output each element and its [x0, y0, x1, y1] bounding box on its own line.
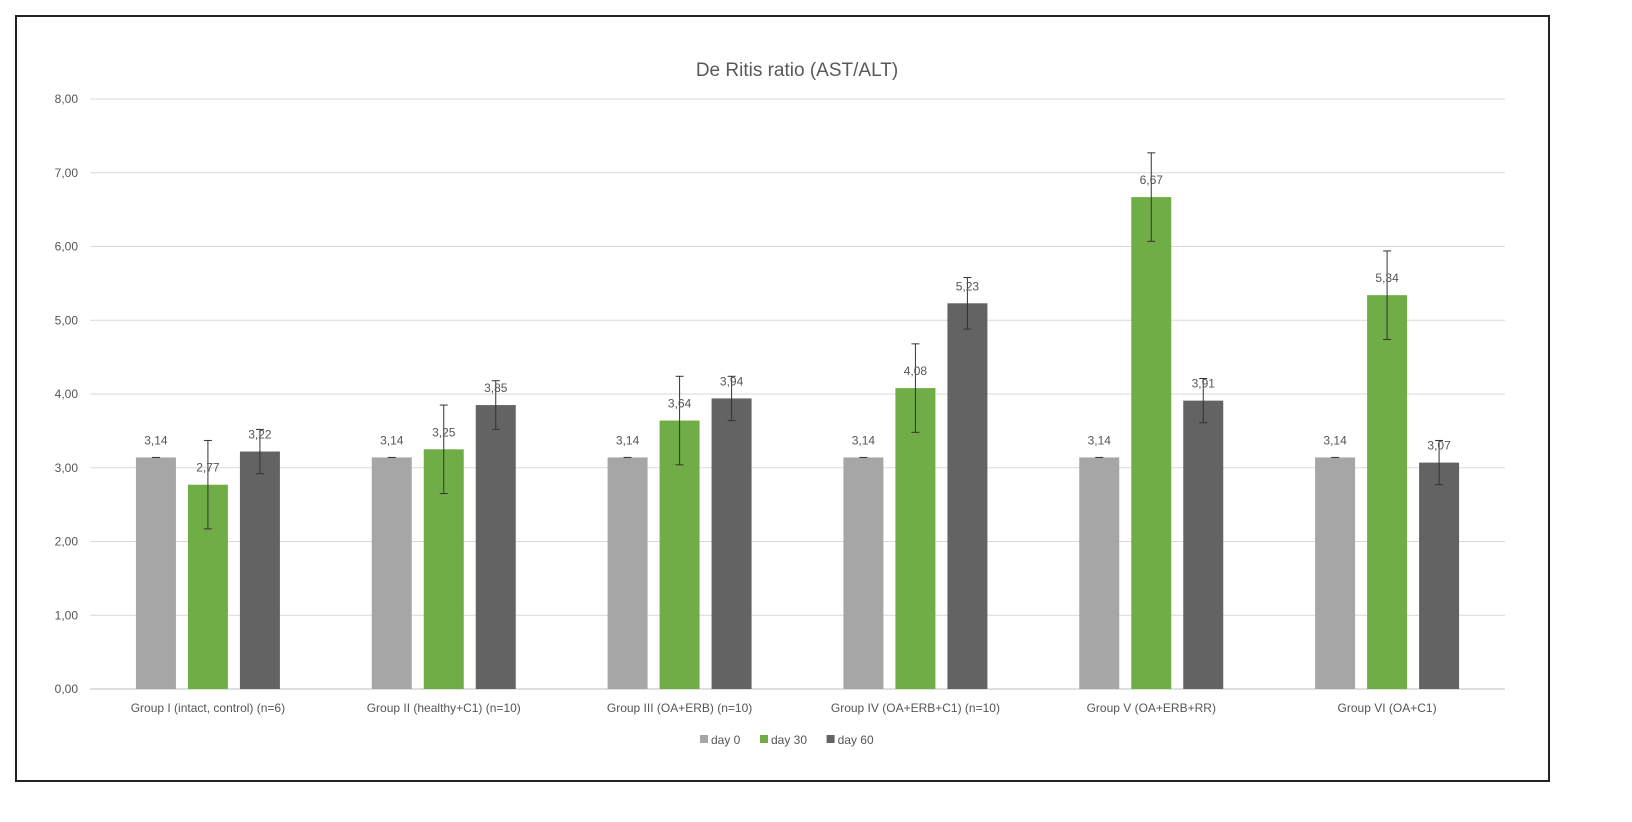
data-label: 3,14: [1088, 433, 1112, 447]
bar-day-60: [475, 405, 516, 689]
x-tick-label: Group IV (OA+ERB+C1) (n=10): [831, 701, 1000, 715]
bar-day-0: [371, 457, 412, 689]
legend-label: day 0: [711, 733, 741, 747]
data-label: 3,22: [248, 428, 272, 442]
legend-swatch: [760, 735, 768, 743]
data-label: 3,14: [144, 433, 168, 447]
y-tick-label: 6,00: [55, 240, 79, 254]
x-tick-label: Group VI (OA+C1): [1338, 701, 1437, 715]
y-tick-label: 0,00: [55, 682, 79, 696]
data-label: 3,25: [432, 425, 456, 439]
bar-day-60: [711, 398, 752, 689]
bar-day-0: [135, 457, 176, 689]
bar-day-0: [607, 457, 648, 689]
chart-title: De Ritis ratio (AST/ALT): [696, 60, 898, 81]
y-tick-label: 1,00: [55, 608, 79, 622]
data-label: 3,14: [1323, 433, 1347, 447]
bar-day-30: [895, 388, 936, 689]
data-label: 5,34: [1375, 271, 1399, 285]
legend-label: day 30: [771, 733, 807, 747]
data-label: 4,08: [904, 364, 928, 378]
data-label: 3,64: [668, 397, 692, 411]
legend-swatch: [700, 735, 708, 743]
legend-swatch: [826, 735, 835, 743]
bar-day-60: [1419, 462, 1460, 689]
data-label: 3,14: [380, 433, 404, 447]
bar-day-60: [1183, 400, 1224, 689]
y-tick-label: 2,00: [55, 535, 79, 549]
legend-label: day 60: [838, 733, 874, 747]
x-tick-label: Group III (OA+ERB) (n=10): [607, 701, 752, 715]
data-label: 3,94: [720, 374, 744, 388]
data-label: 6,67: [1140, 173, 1164, 187]
bar-day-0: [843, 457, 884, 689]
y-tick-label: 4,00: [55, 387, 79, 401]
bar-day-30: [1131, 197, 1172, 689]
bar-day-30: [1367, 295, 1408, 689]
data-label: 3,14: [616, 433, 640, 447]
bar-day-0: [1315, 457, 1356, 689]
bar-day-60: [239, 451, 280, 689]
data-label: 3,85: [484, 381, 508, 395]
y-tick-label: 5,00: [55, 313, 79, 327]
data-label: 5,23: [956, 279, 980, 293]
y-tick-label: 7,00: [55, 166, 79, 180]
data-label: 3,07: [1427, 439, 1451, 453]
data-label: 3,14: [852, 433, 876, 447]
y-tick-label: 8,00: [55, 92, 79, 106]
y-tick-label: 3,00: [55, 461, 79, 475]
x-tick-label: Group II (healthy+C1) (n=10): [367, 701, 521, 715]
data-label: 3,91: [1192, 377, 1216, 391]
bar-day-60: [947, 303, 988, 689]
bar-day-0: [1079, 457, 1120, 689]
x-tick-label: Group V (OA+ERB+RR): [1087, 701, 1216, 715]
x-tick-label: Group I (intact, control) (n=6): [131, 701, 285, 715]
data-label: 2,77: [196, 461, 220, 475]
